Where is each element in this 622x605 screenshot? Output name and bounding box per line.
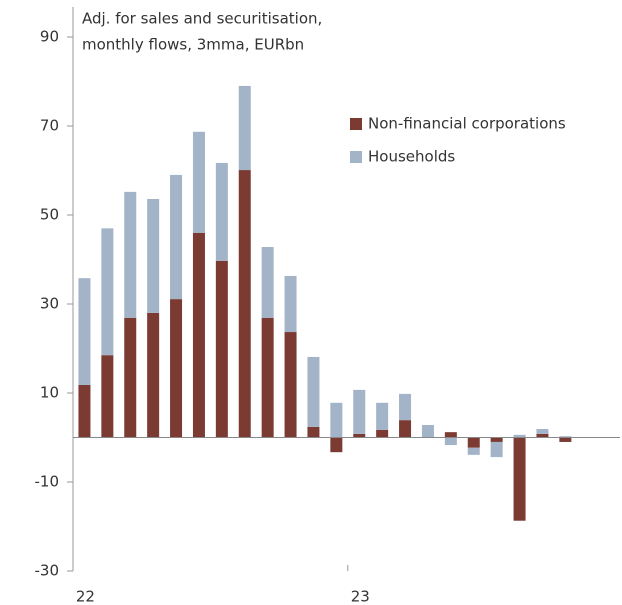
y-tick-label: 30 [40,295,59,313]
bar [559,437,572,442]
y-tick-label: 70 [40,117,59,135]
y-tick-label: 50 [40,206,59,224]
bar [376,429,389,438]
bar [536,429,549,434]
legend-label: Households [368,148,455,166]
bar [376,402,389,430]
bar [78,384,91,438]
bar [490,437,503,442]
bar [261,247,274,318]
bar [353,433,366,438]
bar [284,332,297,438]
legend-swatch [350,118,362,130]
bar [399,393,412,421]
bar [101,228,114,356]
y-tick-label: -10 [35,473,60,491]
bar [124,317,137,438]
bar [467,447,480,455]
legend-swatch [350,151,362,163]
bar [284,275,297,333]
subtitle: monthly flows, 3mma, EURbn [82,36,304,54]
bar [444,432,457,438]
bar [421,425,434,438]
bar [490,441,503,458]
bar [192,131,205,233]
bar [238,170,251,438]
bar [124,191,137,318]
bar [513,437,526,521]
subtitle: Adj. for sales and securitisation, [82,10,322,28]
bar [444,437,457,446]
legend-label: Non-financial corporations [368,115,566,133]
bar [467,437,480,448]
bar [215,162,228,261]
bar [559,436,572,438]
bar [78,278,91,385]
x-tick-label: 22 [76,588,95,605]
bar [536,433,549,438]
y-tick-label: 90 [40,28,59,46]
y-tick-label: 10 [40,384,59,402]
bar [238,85,251,171]
bar [192,232,205,438]
bar [330,437,343,453]
bar [330,402,343,438]
x-tick-label: 23 [351,588,370,605]
bar [147,198,160,313]
bar [261,317,274,438]
bar [170,174,183,300]
bar [307,426,320,438]
bar [215,260,228,438]
bar [399,420,412,438]
bar [170,299,183,438]
y-tick-label: -30 [35,562,60,580]
bar [513,434,526,438]
bar [353,389,366,434]
bar [307,356,320,427]
bar [147,312,160,438]
bar [101,355,114,438]
